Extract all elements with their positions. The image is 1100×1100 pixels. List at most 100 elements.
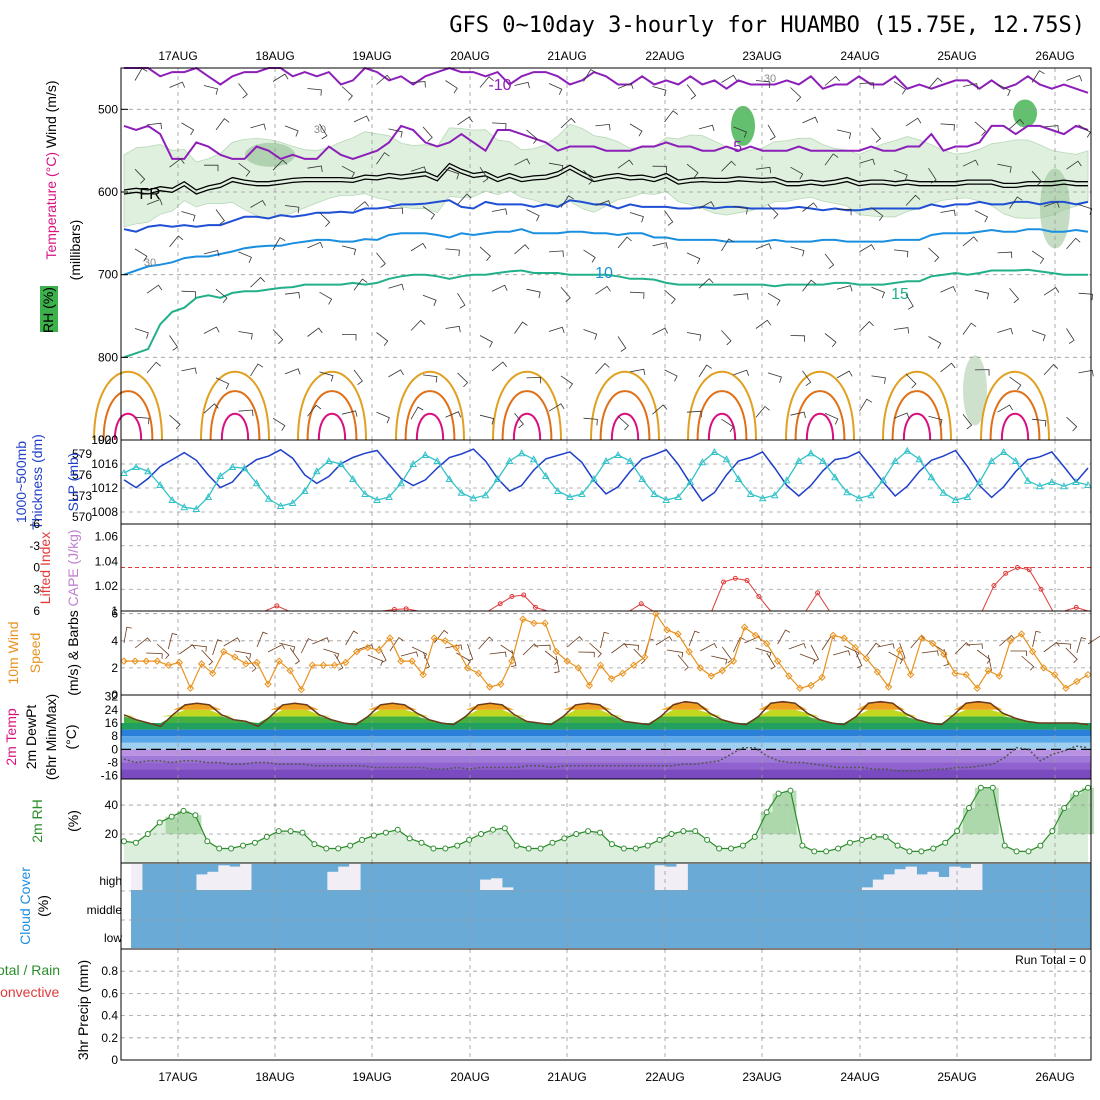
contour-label: 15 [891,286,909,303]
warm-contour [980,370,1050,441]
wind-barb [928,167,937,184]
wind-barb [284,292,300,299]
wind-marker [1073,677,1081,686]
rh2m-marker [132,839,139,846]
wind-marker [231,653,239,661]
wind-tick: 4 [111,634,118,648]
wind-marker [674,630,682,638]
warm-contour [297,370,367,441]
slp-marker [831,473,839,481]
date-label-top: 19AUG [352,49,391,63]
wind-marker [408,657,416,665]
wind-barb [928,336,942,349]
wind-barb [1078,124,1091,138]
wind-barb [859,244,875,253]
wind-barb [802,116,819,124]
rh2m-marker [823,848,830,855]
lifted-index-panel: 6 3 0 -3 -6 1 1.02 1.04 1.06 Lifted Index CAPE (… [29,517,1092,618]
cloud-gap [654,865,667,890]
rh2m-marker [335,845,342,852]
warm-contour [891,390,943,441]
wind-barb [698,278,714,289]
warm-contour [93,370,163,441]
warm-contour [696,390,748,441]
wind-marker [131,657,139,665]
surface-barb [146,652,163,659]
rh2m-marker [406,835,413,842]
wind-barb [422,126,433,142]
slp-marker [325,456,333,464]
surface-barb [566,636,584,648]
upper-air-title: Temperature (°C) Wind (m/s) [43,80,59,259]
wind-barb [250,276,265,288]
rh2m-marker [620,845,627,852]
wind-barb [169,158,185,168]
rh2m-high-fill [189,815,202,835]
rh2m-marker [180,807,187,814]
slp-marker [746,489,755,497]
temp-band [121,723,1091,730]
wind-barb [617,415,629,431]
slp-marker [493,474,502,482]
date-label-top: 21AUG [547,49,586,63]
surface-barb [976,649,991,664]
wind-barb [755,80,771,89]
wind-barb [146,284,163,294]
cloud-gap [338,866,350,890]
wind-barb [181,211,196,222]
rh2m-marker [561,835,568,842]
wind-barb [686,252,701,265]
surface-barb [300,638,313,654]
rh2m-marker [216,845,223,852]
wind-barb [997,327,1013,335]
wind-barb [997,251,1013,259]
date-label-top: 17AUG [158,49,197,63]
warm-contour [415,412,445,441]
temp2m-tick: 16 [105,716,119,730]
slp-marker [541,471,550,479]
surface-barb [123,626,132,644]
rh2m-unit-label: (%) [65,810,81,832]
date-label-bottom: 17AUG [158,1070,197,1084]
surface-barb [600,631,609,649]
wind-barb [652,327,669,335]
temp-fill-band [124,701,1088,704]
slp-marker [686,477,695,485]
precip-tick: 0.8 [101,964,118,978]
wind-barb [181,290,196,298]
wind-barb [733,293,749,300]
rh2m-marker [466,836,473,843]
wind-barb [560,375,574,390]
slp-marker [517,449,526,457]
cape-tick: 1.02 [95,579,119,593]
rh2m-marker [632,845,639,852]
rh2m-marker [144,831,151,838]
wind-barb [238,331,253,340]
surface-barb [666,649,684,658]
wind-barb [893,81,907,95]
date-label-top: 25AUG [937,49,976,63]
wind-marker [973,684,981,692]
wind-barb [410,319,426,331]
rh-blob [1040,168,1070,249]
wind-marker [563,657,571,665]
thickness-label: 1000~500mb [13,441,29,523]
wind-barb [445,80,458,94]
wind-barb [721,238,735,252]
slp-marker [144,467,152,475]
wind-marker [386,634,394,642]
surface-barb [201,649,214,666]
precip-tick: 0.4 [101,1009,118,1023]
wind-barb [238,409,254,417]
wind-marker [264,680,272,688]
wind-barb [410,166,427,173]
contour-label: 30 [314,124,326,136]
wind-barb [664,369,678,382]
pressure-axis: 500 600 700 800 900 [98,102,128,447]
wind-barb [893,169,908,181]
wind-barb [445,325,461,333]
wind-barb [272,159,288,171]
slp-marker [903,446,912,454]
wind-barb [1043,201,1060,208]
temp2m-tick: 8 [111,729,118,743]
